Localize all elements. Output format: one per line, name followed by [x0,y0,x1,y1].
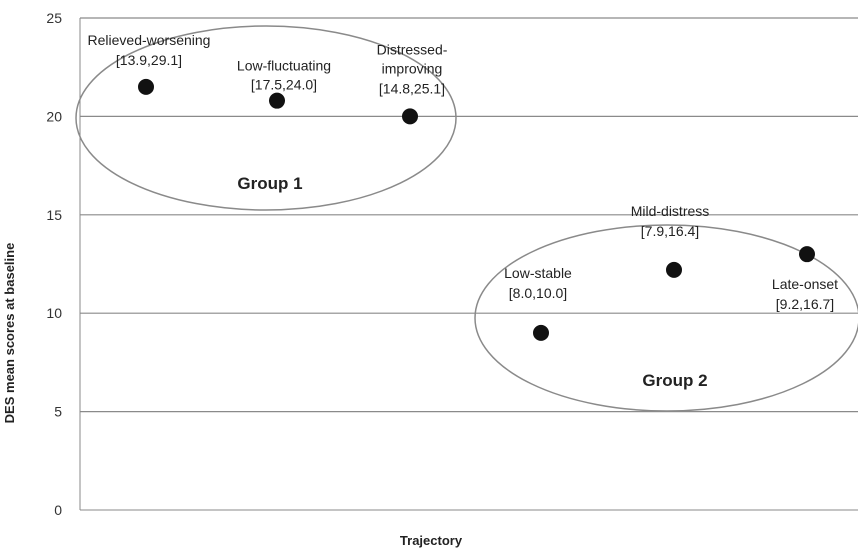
point-distressed-improving [402,108,418,125]
group-2-label: Group 2 [642,371,707,390]
y-tick-label: 10 [46,305,62,321]
point-late-onset [799,246,815,263]
point-label: Mild-distress [631,203,710,219]
point-label: improving [382,60,443,76]
y-tick-label: 20 [46,108,62,124]
point-low-fluctuating [269,92,285,109]
group-1-ellipse [75,25,457,211]
point-mild-distress [666,261,682,278]
point-label: Distressed- [377,41,448,57]
point-ci-label: [8.0,10.0] [509,285,567,301]
point-label: Low-stable [504,265,572,281]
point-ci-label: [14.8,25.1] [379,80,445,96]
y-tick-label: 15 [46,207,62,223]
y-axis-title: DES mean scores at baseline [2,243,17,424]
point-low-stable [533,324,549,341]
point-ci-label: [7.9,16.4] [641,223,699,239]
data-points: Relieved-worsening [13.9,29.1] Low-fluctua… [88,32,838,341]
point-label: Low-fluctuating [237,58,331,74]
group-2-ellipse [474,224,858,412]
y-tick-label: 25 [46,10,62,26]
y-tick-label: 0 [54,502,62,518]
point-label: Relieved-worsening [88,32,211,48]
point-ci-label: [13.9,29.1] [116,52,182,68]
point-relieved-worsening [138,78,154,95]
point-ci-label: [9.2,16.7] [776,296,834,312]
y-tick-label: 5 [54,404,62,420]
gridlines [80,17,858,413]
group-1-label: Group 1 [237,174,302,193]
point-ci-label: [17.5,24.0] [251,77,317,93]
x-axis-title: Trajectory [400,533,463,548]
point-label: Late-onset [772,276,838,292]
y-tick-labels: 0 5 10 15 20 25 [46,10,62,518]
